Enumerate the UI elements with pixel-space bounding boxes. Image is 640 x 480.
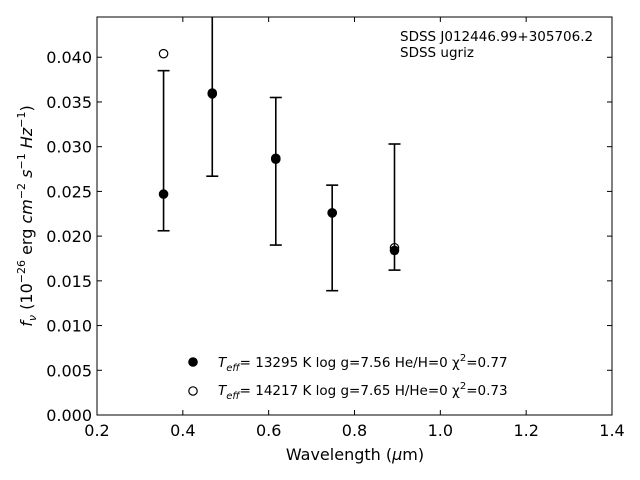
y-tick-label: 0.025: [46, 182, 92, 201]
x-axis-label: Wavelength (μm): [286, 445, 424, 464]
error-bars: [157, 17, 401, 292]
x-tick-label: 0.8: [342, 421, 367, 440]
x-tick-label: 0.2: [84, 421, 109, 440]
data-point-open: [207, 89, 218, 99]
y-tick-label: 0.040: [46, 48, 92, 67]
y-tick-label: 0.015: [46, 272, 92, 291]
legend: Teff= 13295 K log g=7.56 He/H=0 χ2=0.77 …: [188, 353, 508, 402]
x-tick-label: 0.4: [170, 421, 195, 440]
legend-marker-open: [188, 386, 198, 396]
y-tick-label: 0.010: [46, 317, 92, 336]
data-point-filled: [158, 189, 169, 199]
y-tick-label: 0.000: [46, 406, 92, 425]
y-tick-label: 0.020: [46, 227, 92, 246]
ticks: 0.2 0.4 0.6 0.8 1.0 1.2 1.4 0.000 0.005 0.010 0.01…: [46, 17, 625, 440]
legend-entry-hydrogen: Teff= 13295 K log g=7.56 He/H=0 χ2=0.77: [218, 353, 508, 374]
annotation-filters: SDSS ugriz: [400, 45, 474, 61]
x-tick-label: 1.2: [513, 421, 538, 440]
data-point-filled: [389, 245, 400, 256]
x-tick-label: 1.0: [428, 421, 453, 440]
annotation-object-name: SDSS J012446.99+305706.2: [400, 29, 593, 45]
y-axis-label: fν (10−26 erg cm−2 s−1 Hz−1): [15, 105, 39, 326]
data-point-open: [327, 208, 337, 218]
legend-entry-helium: Teff= 14217 K log g=7.65 H/He=0 χ2=0.73: [218, 381, 508, 402]
y-tick-label: 0.030: [46, 138, 92, 157]
data-point-open: [270, 154, 281, 165]
data-point-open: [158, 48, 169, 59]
data-series: [158, 48, 400, 256]
y-tick-label: 0.005: [46, 361, 92, 380]
legend-marker-filled: [188, 357, 198, 367]
data-point-open: [389, 242, 400, 253]
y-tick-label: 0.035: [46, 93, 92, 112]
x-tick-label: 1.4: [599, 421, 624, 440]
x-tick-label: 0.6: [256, 421, 281, 440]
